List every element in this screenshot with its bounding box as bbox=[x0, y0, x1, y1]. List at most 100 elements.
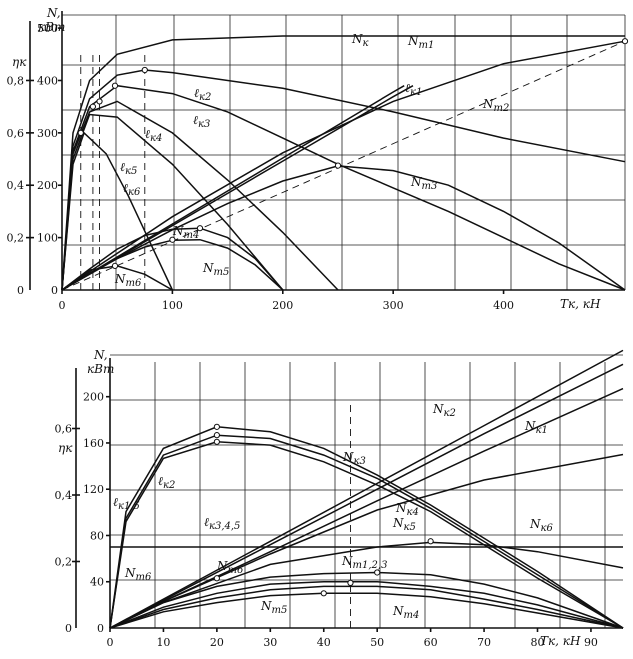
eta-tick-label: 0,6 bbox=[55, 423, 73, 436]
marked-point bbox=[213, 575, 220, 582]
series--к6-label: ℓк6 bbox=[123, 181, 141, 198]
series-nк6-label: Nк6 bbox=[529, 517, 553, 534]
marked-point bbox=[169, 236, 176, 243]
series-nк2-label: Nк2 bbox=[432, 402, 456, 419]
series-nт1 bbox=[61, 85, 414, 291]
series-nт1-2-3-label: Nт1,2,3 bbox=[341, 554, 387, 571]
eta-tick-label: 0 bbox=[65, 622, 72, 635]
x-tick-label: 100 bbox=[162, 299, 183, 312]
marked-point bbox=[213, 423, 220, 430]
marked-point bbox=[213, 438, 220, 445]
x-axis-label: Tк, кН bbox=[540, 634, 581, 648]
marked-point bbox=[347, 579, 354, 586]
series-nт4-label: Nт4 bbox=[392, 604, 419, 621]
series--к2 bbox=[61, 69, 626, 291]
marked-point bbox=[427, 538, 434, 545]
x-tick-label: 70 bbox=[477, 636, 491, 649]
marked-point bbox=[334, 162, 342, 169]
series-nт5-label: Nт5 bbox=[260, 599, 287, 616]
marked-point bbox=[77, 129, 84, 136]
y-tick-label: 300 bbox=[37, 127, 58, 140]
series--к5-label: ℓк5 bbox=[120, 160, 137, 177]
y-tick-label: 0 bbox=[97, 622, 104, 635]
y-tick-label: 400 bbox=[37, 74, 58, 87]
marked-point bbox=[196, 225, 204, 232]
x-tick-label: 200 bbox=[272, 299, 293, 312]
eta-axis-label: ηк bbox=[58, 441, 73, 455]
series-nк5-label: Nк5 bbox=[392, 516, 416, 533]
y-tick-label: 80 bbox=[90, 529, 104, 542]
eta-axis-label: ηк bbox=[12, 55, 27, 69]
series-nт5-label: Nт5 bbox=[202, 261, 229, 278]
series--к3-4-5-label: ℓк3,4,5 bbox=[204, 515, 240, 532]
y-tick-label: 100 bbox=[37, 232, 58, 245]
series-nт4 bbox=[109, 585, 624, 629]
series--к1-5 bbox=[109, 434, 624, 629]
x-tick-label: 80 bbox=[531, 636, 545, 649]
y-tick-label: 120 bbox=[83, 483, 104, 496]
x-tick-label: 60 bbox=[424, 636, 438, 649]
series-nт3 bbox=[61, 165, 626, 291]
eta-tick-label: 0,2 bbox=[55, 556, 73, 569]
y-axis-label: кВт bbox=[87, 362, 114, 376]
series--к4-label: ℓк4 bbox=[145, 127, 162, 144]
marked-point bbox=[96, 98, 103, 105]
series-nк-label: Nк bbox=[351, 32, 369, 49]
y-axis-label: N, bbox=[46, 6, 61, 20]
series-nт3-label: Nт3 bbox=[410, 175, 437, 192]
series-nт4-label: Nт4 bbox=[172, 224, 199, 241]
x-tick-label: 20 bbox=[210, 636, 224, 649]
series-nк bbox=[61, 85, 405, 291]
series-nк4 bbox=[109, 453, 624, 629]
x-tick-label: 90 bbox=[584, 636, 598, 649]
series--к3-label: ℓк3 bbox=[193, 113, 210, 130]
x-tick-label: 50 bbox=[370, 636, 384, 649]
series-nт2-label: Nт2 bbox=[482, 97, 509, 114]
series-nт6-label: Nт6 bbox=[216, 559, 244, 576]
x-tick-label: 0 bbox=[59, 299, 66, 312]
eta-tick-label: 0,4 bbox=[55, 489, 73, 502]
series-nт6-label-left: Nт6 bbox=[124, 566, 152, 583]
y-tick-label: 0 bbox=[51, 284, 58, 297]
x-axis-label: Tк, кН bbox=[560, 297, 601, 311]
y-tick-label: 160 bbox=[83, 437, 104, 450]
marked-point bbox=[320, 590, 327, 597]
marked-point bbox=[621, 38, 629, 45]
series--к2 bbox=[109, 426, 624, 629]
optimum-dashed-line bbox=[61, 40, 626, 291]
x-tick-label: 0 bbox=[107, 636, 114, 649]
marked-point bbox=[141, 66, 148, 74]
series-nк5 bbox=[109, 541, 624, 629]
y-tick-label: 200 bbox=[37, 179, 58, 192]
x-tick-label: 10 bbox=[156, 636, 170, 649]
x-tick-label: 30 bbox=[263, 636, 277, 649]
marked-point bbox=[374, 569, 381, 576]
eta-tick-label: 0,4 bbox=[7, 179, 25, 192]
series-nт2 bbox=[61, 40, 626, 291]
y-tick-label: 40 bbox=[90, 576, 104, 589]
x-tick-label: 400 bbox=[493, 299, 514, 312]
series--к3-4-5 bbox=[109, 441, 624, 629]
series-nт5 bbox=[109, 592, 624, 629]
series-nт1-label: Nт1 bbox=[407, 34, 434, 51]
series--к4 bbox=[61, 100, 339, 291]
series--к3 bbox=[61, 84, 626, 291]
marked-point bbox=[111, 262, 119, 270]
marked-point bbox=[89, 103, 97, 110]
series-nт1-2-3 bbox=[109, 571, 624, 629]
series-nт4 bbox=[61, 227, 284, 291]
y-tick-label: 500 bbox=[37, 22, 58, 35]
eta-tick-label: 0,6 bbox=[7, 127, 25, 140]
marked-point bbox=[213, 432, 220, 439]
eta-tick-label: 0,2 bbox=[7, 232, 25, 245]
series-nт6-label: Nт6 bbox=[114, 272, 142, 289]
y-tick-label: 200 bbox=[83, 391, 104, 404]
series--к1-5-label: ℓк1,5 bbox=[113, 495, 140, 512]
eta-tick-label: 0,8 bbox=[7, 74, 25, 87]
series-nк1-label: Nк1 bbox=[524, 419, 548, 436]
series-nк2 bbox=[109, 349, 624, 629]
series--к2-label: ℓк2 bbox=[158, 474, 175, 491]
series--к2-label: ℓк2 bbox=[194, 86, 211, 103]
